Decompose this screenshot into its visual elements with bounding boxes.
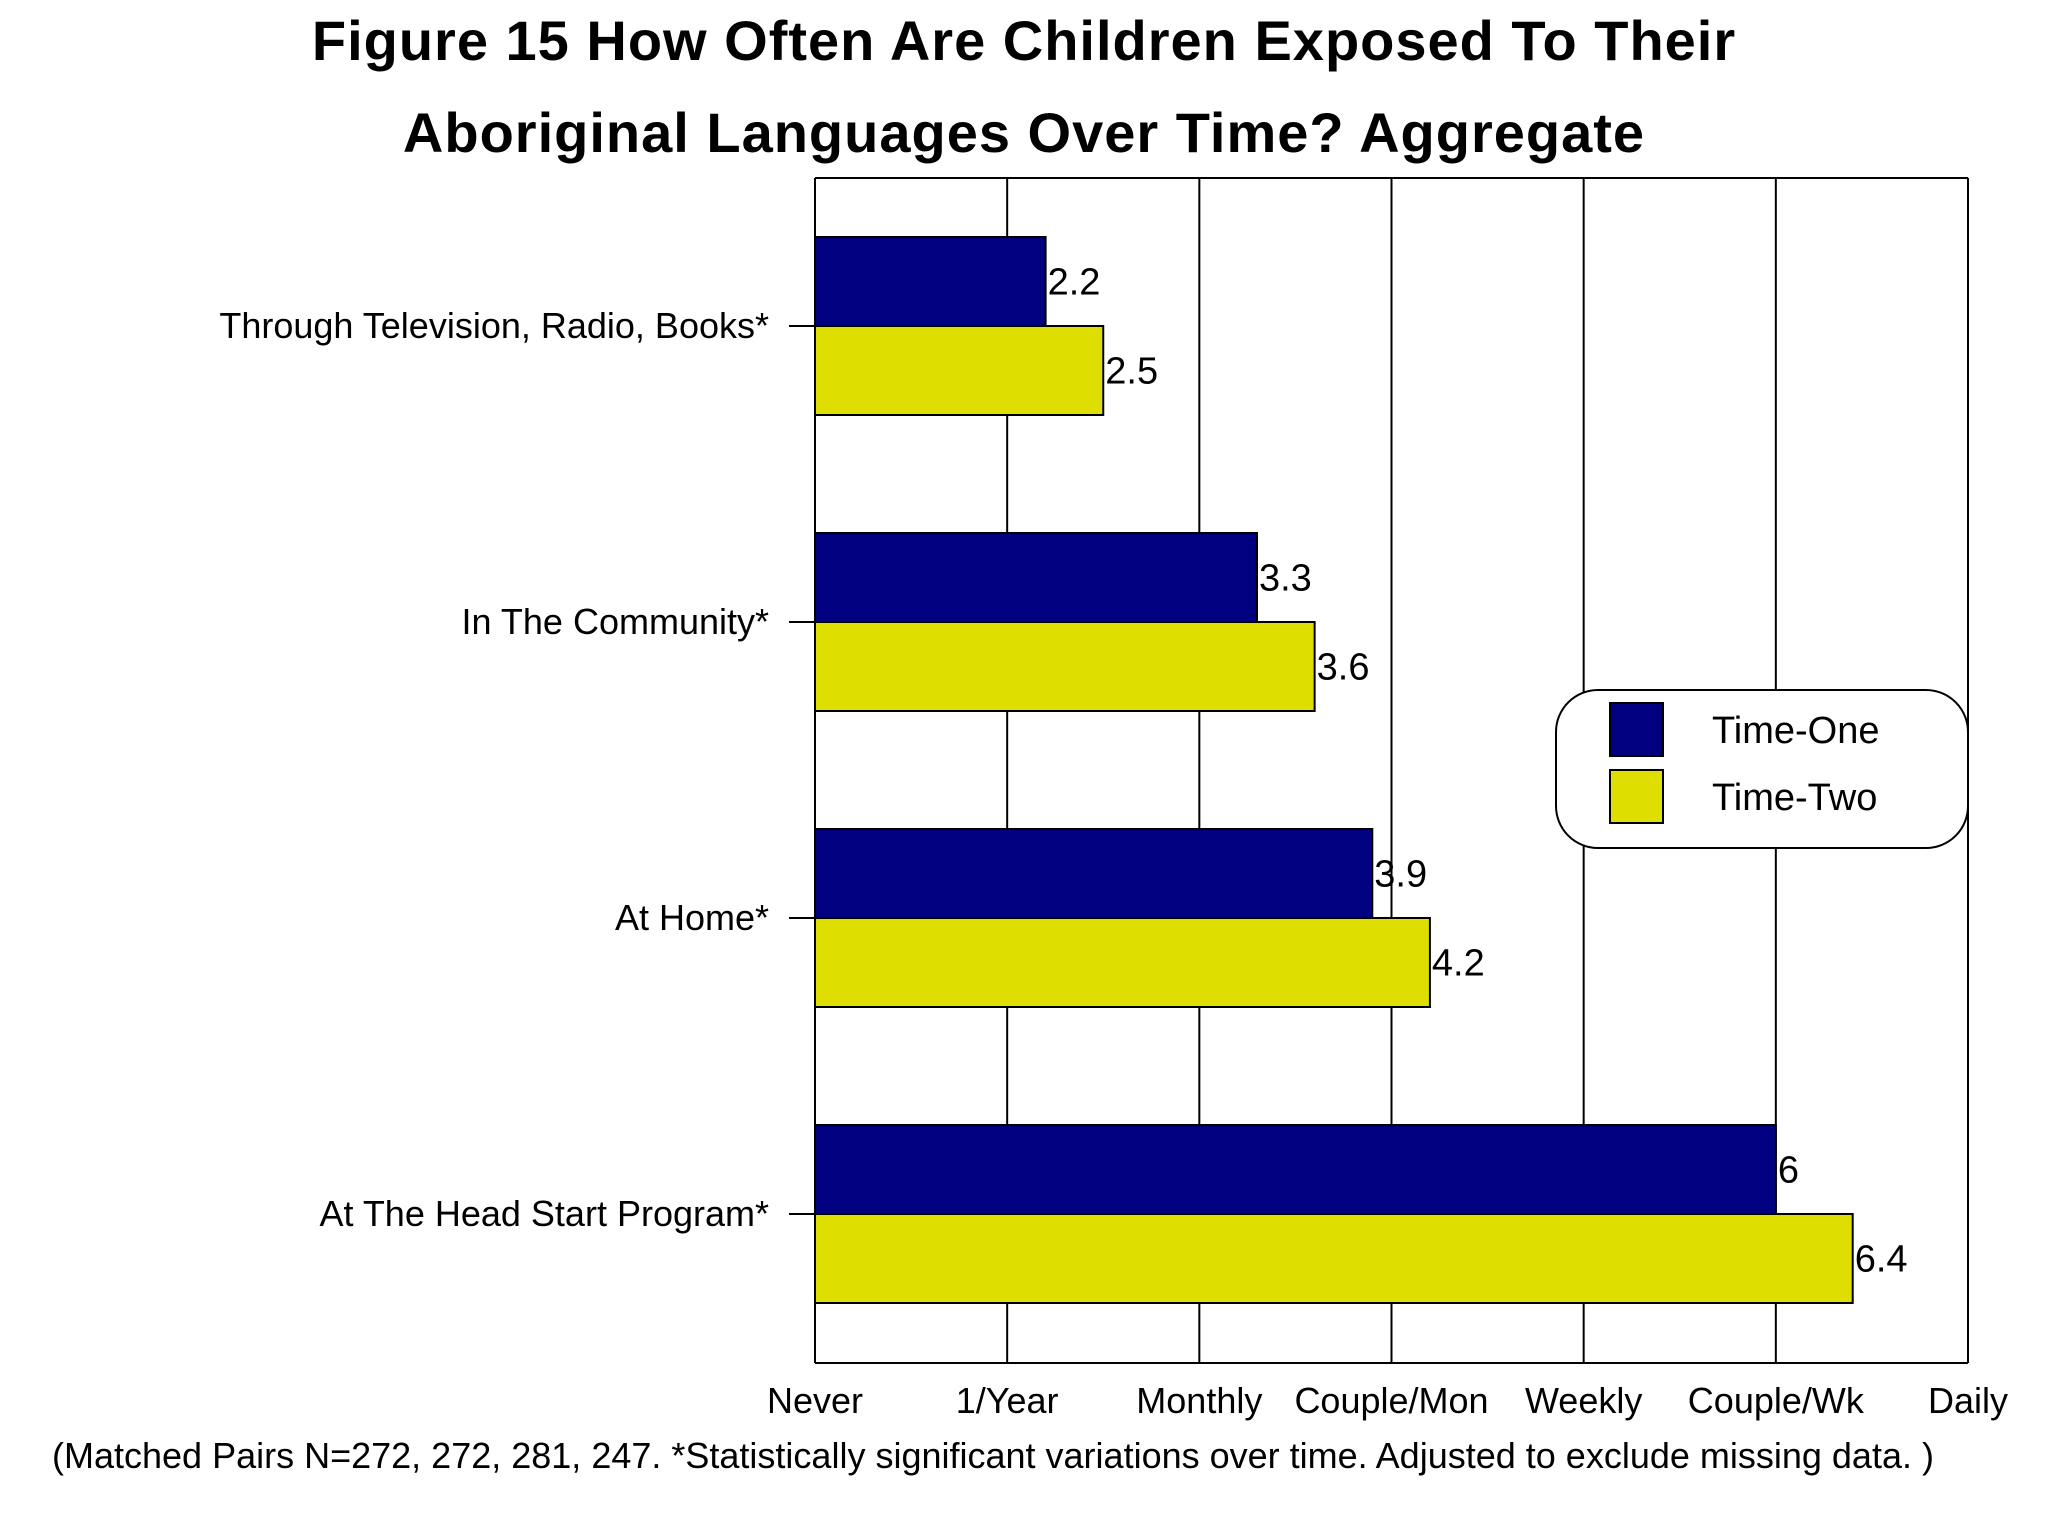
data-label: 2.2 [1048, 262, 1101, 304]
legend-swatch [1609, 769, 1664, 824]
data-label: 3.9 [1374, 854, 1427, 896]
bar-time-one [814, 1124, 1777, 1215]
legend-swatch [1609, 702, 1664, 757]
data-label: 3.6 [1317, 647, 1370, 689]
chart-subtitle: Aboriginal Languages Over Time? Aggregat… [402, 101, 1646, 164]
category-label: At The Head Start Program* [319, 1193, 769, 1234]
category-label: Through Television, Radio, Books* [219, 305, 769, 346]
data-label: 6.4 [1855, 1239, 1908, 1281]
data-label: 4.2 [1432, 943, 1485, 985]
x-tick-label: Daily [1928, 1380, 2008, 1421]
bar-time-two [814, 917, 1431, 1008]
bar-time-two [814, 621, 1316, 712]
chart-title: Figure 15 How Often Are Children Exposed… [311, 9, 1737, 72]
legend-label: Time-One [1712, 710, 1880, 752]
data-label: 3.3 [1259, 558, 1312, 600]
category-label: At Home* [615, 897, 769, 938]
bar-time-two [814, 1213, 1854, 1304]
x-tick-label: 1/Year [956, 1380, 1059, 1421]
axes: Never 1/Year Monthly Couple/Mon Weekly Couple… [219, 177, 2008, 1421]
data-label: 6 [1778, 1150, 1799, 1192]
x-tick-label: Weekly [1525, 1380, 1642, 1421]
bar-time-one [814, 236, 1047, 327]
bars [814, 236, 1854, 1304]
data-label: 2.5 [1105, 351, 1158, 393]
bar-time-two [814, 325, 1105, 416]
bar-time-one [814, 828, 1374, 919]
bar-time-one [814, 532, 1258, 623]
x-tick-label: Never [767, 1380, 863, 1421]
data-labels: 2.2 2.5 3.3 3.6 3.9 4.2 6 6.4 [1048, 262, 1908, 1281]
x-tick-label: Monthly [1136, 1380, 1262, 1421]
x-tick-label: Couple/Mon [1294, 1380, 1488, 1421]
x-tick-label: Couple/Wk [1688, 1380, 1865, 1421]
footnote: (Matched Pairs N=272, 272, 281, 247. *St… [52, 1435, 1934, 1476]
legend: Time-One Time-Two [1555, 689, 1969, 849]
category-label: In The Community* [462, 601, 769, 642]
legend-label: Time-Two [1712, 777, 1877, 819]
